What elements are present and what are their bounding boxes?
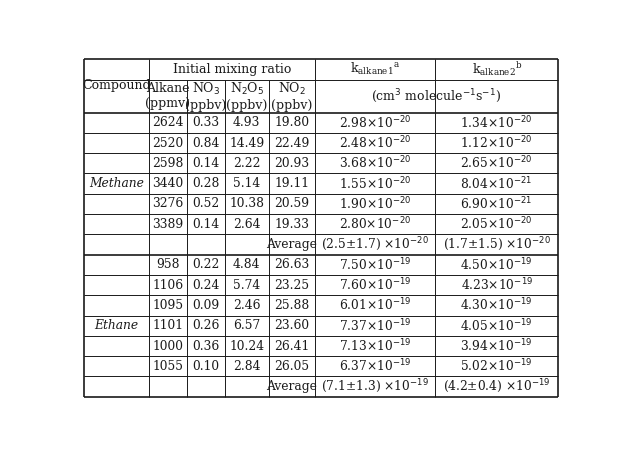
- Text: 958: 958: [156, 258, 180, 272]
- Text: 0.22: 0.22: [192, 258, 219, 272]
- Text: 4.23×10$^{-19}$: 4.23×10$^{-19}$: [461, 277, 532, 294]
- Text: 23.25: 23.25: [274, 279, 309, 292]
- Text: 7.50×10$^{-19}$: 7.50×10$^{-19}$: [339, 257, 412, 273]
- Text: 2624: 2624: [152, 116, 184, 129]
- Text: 26.63: 26.63: [274, 258, 309, 272]
- Text: 0.33: 0.33: [192, 116, 219, 129]
- Text: 4.30×10$^{-19}$: 4.30×10$^{-19}$: [461, 297, 533, 314]
- Text: Average: Average: [266, 238, 318, 251]
- Text: NO$_2$
(ppbv): NO$_2$ (ppbv): [271, 81, 312, 112]
- Text: 0.36: 0.36: [192, 340, 219, 353]
- Text: 4.84: 4.84: [233, 258, 261, 272]
- Text: 22.49: 22.49: [274, 137, 309, 150]
- Text: 14.49: 14.49: [229, 137, 264, 150]
- Text: 0.14: 0.14: [192, 218, 219, 231]
- Text: 0.28: 0.28: [192, 177, 219, 190]
- Text: 2.98×10$^{-20}$: 2.98×10$^{-20}$: [339, 115, 412, 131]
- Text: 5.74: 5.74: [233, 279, 261, 292]
- Text: Methane: Methane: [89, 177, 144, 190]
- Text: 7.13×10$^{-19}$: 7.13×10$^{-19}$: [339, 338, 412, 354]
- Text: 3.68×10$^{-20}$: 3.68×10$^{-20}$: [339, 155, 412, 172]
- Text: Initial mixing ratio: Initial mixing ratio: [173, 63, 291, 76]
- Text: 20.93: 20.93: [274, 157, 309, 170]
- Text: 1106: 1106: [152, 279, 184, 292]
- Text: 7.37×10$^{-19}$: 7.37×10$^{-19}$: [339, 318, 412, 334]
- Text: 26.05: 26.05: [274, 360, 309, 373]
- Text: 6.37×10$^{-19}$: 6.37×10$^{-19}$: [339, 358, 412, 375]
- Text: 7.60×10$^{-19}$: 7.60×10$^{-19}$: [339, 277, 412, 294]
- Text: 1000: 1000: [152, 340, 184, 353]
- Text: 19.80: 19.80: [274, 116, 309, 129]
- Text: 0.10: 0.10: [192, 360, 219, 373]
- Text: 0.14: 0.14: [192, 157, 219, 170]
- Text: 6.90×10$^{-21}$: 6.90×10$^{-21}$: [461, 196, 533, 212]
- Text: 1101: 1101: [152, 319, 184, 332]
- Text: 1.55×10$^{-20}$: 1.55×10$^{-20}$: [339, 175, 412, 192]
- Text: (4.2±0.4) ×10$^{-19}$: (4.2±0.4) ×10$^{-19}$: [443, 378, 551, 396]
- Text: 6.57: 6.57: [233, 319, 261, 332]
- Text: 20.59: 20.59: [274, 198, 309, 211]
- Text: Average: Average: [266, 380, 318, 393]
- Text: 25.88: 25.88: [274, 299, 309, 312]
- Text: Ethane: Ethane: [94, 319, 138, 332]
- Text: 10.38: 10.38: [229, 198, 264, 211]
- Text: (7.1±1.3) ×10$^{-19}$: (7.1±1.3) ×10$^{-19}$: [321, 378, 429, 396]
- Text: 2.05×10$^{-20}$: 2.05×10$^{-20}$: [461, 216, 533, 233]
- Text: 19.33: 19.33: [274, 218, 309, 231]
- Text: 10.24: 10.24: [229, 340, 264, 353]
- Text: k$_{\mathregular{alkane1}}$$^{\mathregular{a}}$: k$_{\mathregular{alkane1}}$$^{\mathregul…: [350, 61, 400, 77]
- Text: 3.94×10$^{-19}$: 3.94×10$^{-19}$: [461, 338, 533, 354]
- Text: 2.64: 2.64: [233, 218, 261, 231]
- Text: NO$_3$
(ppbv): NO$_3$ (ppbv): [185, 81, 227, 112]
- Text: 2.80×10$^{-20}$: 2.80×10$^{-20}$: [339, 216, 411, 233]
- Text: Compound: Compound: [82, 79, 151, 92]
- Text: 1095: 1095: [152, 299, 184, 312]
- Text: 1.12×10$^{-20}$: 1.12×10$^{-20}$: [461, 135, 533, 152]
- Text: 5.14: 5.14: [233, 177, 261, 190]
- Text: 3440: 3440: [152, 177, 184, 190]
- Text: 1.34×10$^{-20}$: 1.34×10$^{-20}$: [461, 115, 533, 131]
- Text: 2.65×10$^{-20}$: 2.65×10$^{-20}$: [461, 155, 533, 172]
- Text: 2.48×10$^{-20}$: 2.48×10$^{-20}$: [339, 135, 412, 152]
- Text: 2.22: 2.22: [233, 157, 261, 170]
- Text: 4.93: 4.93: [233, 116, 261, 129]
- Text: 23.60: 23.60: [274, 319, 309, 332]
- Text: 3276: 3276: [152, 198, 184, 211]
- Text: k$_{\mathregular{alkane2}}$$^{\mathregular{b}}$: k$_{\mathregular{alkane2}}$$^{\mathregul…: [471, 60, 522, 78]
- Text: 0.26: 0.26: [192, 319, 219, 332]
- Text: 2.46: 2.46: [233, 299, 261, 312]
- Text: 26.41: 26.41: [274, 340, 309, 353]
- Text: 2520: 2520: [152, 137, 184, 150]
- Text: 5.02×10$^{-19}$: 5.02×10$^{-19}$: [461, 358, 533, 375]
- Text: 2.84: 2.84: [233, 360, 261, 373]
- Text: 1.90×10$^{-20}$: 1.90×10$^{-20}$: [339, 196, 412, 212]
- Text: Alkane
(ppmv): Alkane (ppmv): [146, 82, 191, 110]
- Text: (2.5±1.7) ×10$^{-20}$: (2.5±1.7) ×10$^{-20}$: [321, 236, 429, 253]
- Text: 19.11: 19.11: [274, 177, 309, 190]
- Text: 4.50×10$^{-19}$: 4.50×10$^{-19}$: [461, 257, 533, 273]
- Text: (cm$^3$ molecule$^{-1}$s$^{-1}$): (cm$^3$ molecule$^{-1}$s$^{-1}$): [371, 87, 501, 105]
- Text: 1055: 1055: [152, 360, 184, 373]
- Text: 3389: 3389: [152, 218, 184, 231]
- Text: 8.04×10$^{-21}$: 8.04×10$^{-21}$: [461, 175, 533, 192]
- Text: 4.05×10$^{-19}$: 4.05×10$^{-19}$: [461, 318, 533, 334]
- Text: (1.7±1.5) ×10$^{-20}$: (1.7±1.5) ×10$^{-20}$: [442, 236, 551, 253]
- Text: 0.09: 0.09: [192, 299, 219, 312]
- Text: 6.01×10$^{-19}$: 6.01×10$^{-19}$: [339, 297, 412, 314]
- Text: N$_2$O$_5$
(ppbv): N$_2$O$_5$ (ppbv): [226, 81, 268, 112]
- Text: 0.24: 0.24: [192, 279, 219, 292]
- Text: 2598: 2598: [152, 157, 184, 170]
- Text: 0.52: 0.52: [192, 198, 219, 211]
- Text: 0.84: 0.84: [192, 137, 219, 150]
